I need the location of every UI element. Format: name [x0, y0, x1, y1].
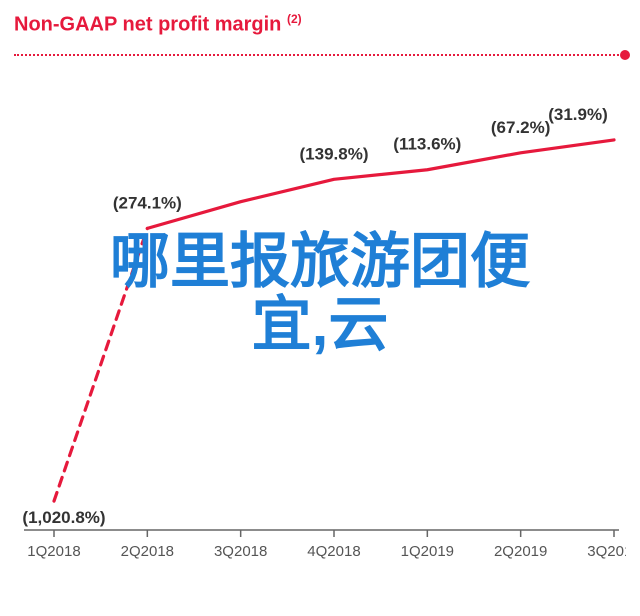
x-axis-label: 3Q2018	[214, 543, 267, 560]
x-axis-label: 1Q2018	[27, 543, 80, 560]
chart-title-superscript: (2)	[287, 12, 302, 26]
chart-title-text: Non-GAAP net profit margin	[14, 14, 281, 36]
title-divider	[14, 54, 626, 56]
x-axis-label: 4Q2018	[307, 543, 360, 560]
chart-title: Non-GAAP net profit margin (2)	[14, 12, 302, 37]
data-point-label: (31.9%)	[548, 105, 608, 124]
profit-margin-chart: 1Q2018 2Q2018 3Q2018 4Q2018 1Q2019 2Q2019 3Q20…	[14, 90, 626, 570]
trend-line-dashed	[54, 228, 147, 501]
data-point-label: (139.8%)	[300, 144, 369, 163]
data-point-label: (274.1%)	[113, 193, 182, 212]
x-axis-label: 1Q2019	[401, 543, 454, 560]
x-axis-label: 3Q2019	[587, 543, 626, 560]
x-axis-label: 2Q2018	[121, 543, 174, 560]
data-point-label: (113.6%)	[393, 135, 461, 154]
x-axis-label: 2Q2019	[494, 543, 547, 560]
trend-line-solid	[147, 140, 614, 228]
data-point-label: (67.2%)	[491, 118, 551, 137]
data-point-label: (1,020.8%)	[22, 508, 105, 527]
